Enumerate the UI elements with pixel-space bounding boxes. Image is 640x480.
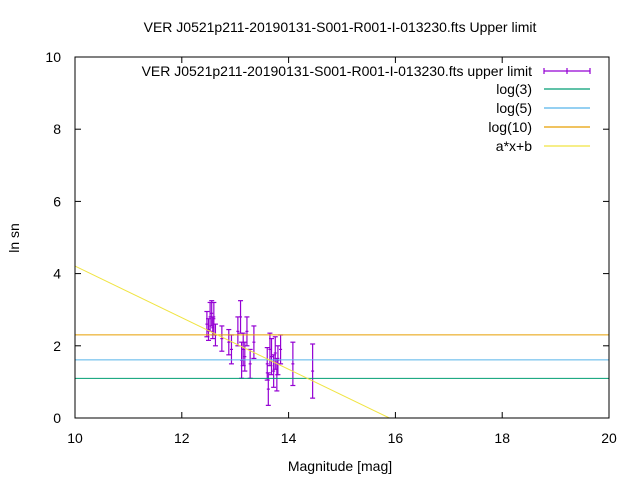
x-axis-label: Magnitude [mag] [288, 458, 392, 474]
data-point [247, 348, 253, 379]
x-tick-label: 12 [174, 430, 190, 446]
data-point [244, 316, 250, 347]
legend: VER J0521p211-20190131-S001-R001-I-01323… [142, 63, 591, 154]
data-point [265, 372, 271, 406]
data-point [226, 328, 232, 356]
data-point [235, 316, 241, 347]
y-tick-label: 6 [53, 193, 61, 209]
legend-label: VER J0521p211-20190131-S001-R001-I-01323… [142, 63, 533, 79]
fit-line [74, 265, 390, 419]
legend-label: log(5) [496, 100, 532, 116]
plot-frame [74, 56, 610, 419]
legend-label: log(10) [488, 119, 532, 135]
data-point [290, 341, 296, 387]
x-tick-label: 18 [494, 430, 510, 446]
series-layer [74, 265, 609, 419]
legend-label: log(3) [496, 81, 532, 97]
chart-title: VER J0521p211-20190131-S001-R001-I-01323… [144, 19, 537, 35]
x-tick-label: 14 [281, 430, 297, 446]
data-point [272, 336, 278, 370]
y-tick-label: 0 [53, 410, 61, 426]
x-tick-label: 16 [388, 430, 404, 446]
y-tick-label: 2 [53, 338, 61, 354]
data-point [219, 325, 225, 352]
y-tick-label: 10 [45, 49, 61, 65]
y-tick-label: 8 [53, 121, 61, 137]
x-tick-label: 10 [67, 430, 83, 446]
data-point [264, 347, 270, 381]
y-tick-label: 4 [53, 266, 61, 282]
x-tick-label: 20 [601, 430, 617, 446]
legend-label: a*x+b [496, 138, 532, 154]
data-point [310, 343, 316, 399]
y-axis-label: ln sn [6, 223, 22, 253]
